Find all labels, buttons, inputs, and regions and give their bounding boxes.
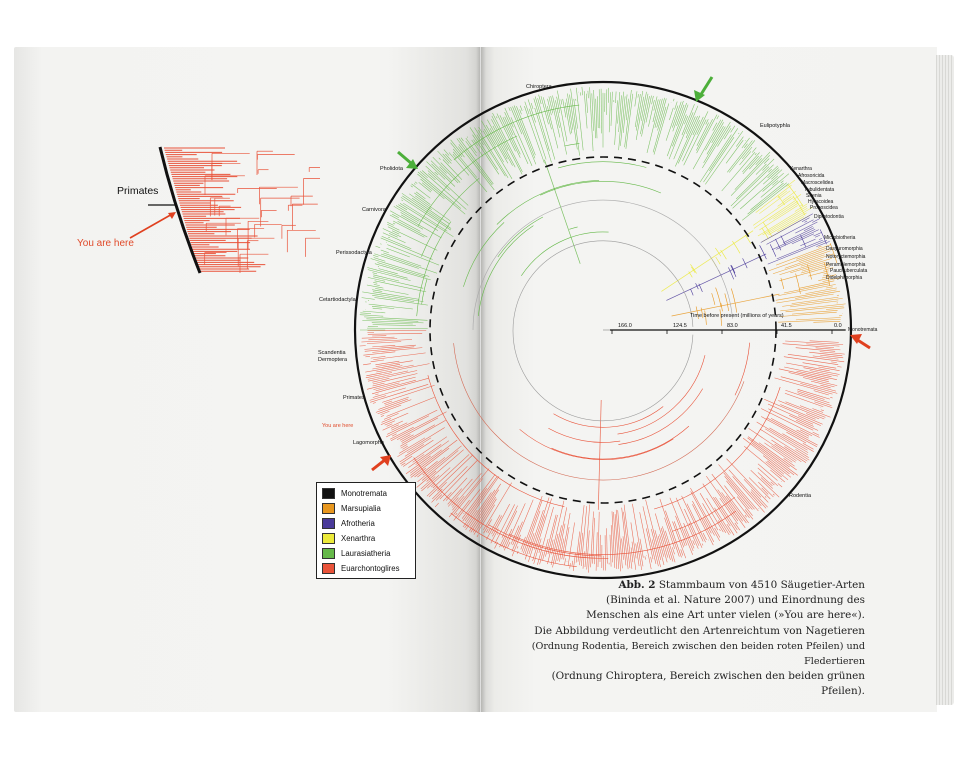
legend-label: Marsupialia: [341, 504, 381, 513]
label-perissodactyla: Perissodactyla: [336, 250, 372, 256]
caption-line-4: Die Abbildung verdeutlicht den Artenreic…: [534, 624, 865, 637]
caption-line-3: Menschen als eine Art unter vielen (»You…: [586, 609, 865, 622]
caption-line-1: Abb. 2 Stammbaum von 4510 Säugetier-Arte…: [509, 578, 865, 593]
label-cetartiodactyla: Cetartiodactyla: [319, 297, 356, 303]
label-you-are-here: You are here: [322, 423, 354, 429]
label-eulipotyphla: Eulipotyphla: [760, 123, 790, 129]
label-peramelemorphia: Peramelemorphia: [826, 262, 866, 268]
book-gutter: [476, 47, 486, 712]
axis-tick-2: 83.0: [727, 323, 738, 329]
green-arrow-top-icon: [694, 76, 714, 102]
axis-tick-3: 41.5: [781, 323, 792, 329]
legend-swatch: [322, 548, 335, 559]
circular-tree: [359, 86, 846, 573]
axis-tick-1: 124.5: [673, 323, 687, 329]
green-arrow-left-icon: [397, 150, 418, 169]
right-page: [481, 47, 937, 712]
legend-item: Laurasiatheria: [322, 546, 410, 561]
outer-ring: [353, 80, 853, 580]
label-rodentia: Rodentia: [789, 493, 812, 499]
label-scandentia: Scandentia: [318, 350, 346, 356]
red-arrow-left-icon: [371, 455, 391, 472]
legend-item: Monotremata: [322, 486, 410, 501]
legend-label: Xenarthra: [341, 534, 376, 543]
legend-swatch: [322, 563, 335, 574]
inset-outer-arc: [158, 146, 202, 274]
label-carnivora: Carnivora: [362, 207, 386, 213]
label-diprotodontia: Diprotodontia: [814, 214, 844, 220]
label-microbiotheria: Microbiotheria: [824, 235, 856, 241]
axis-tick-4: 0.0: [834, 323, 842, 329]
legend-swatch: [322, 518, 335, 529]
label-macroscelidea: Macroscelidea: [801, 180, 834, 186]
label-pholidota: Pholidota: [380, 166, 403, 172]
legend-label: Euarchontoglires: [341, 564, 400, 573]
label-paucituberculata: Paucituberculata: [830, 268, 868, 274]
left-page: [14, 47, 480, 712]
label-proboscidea: Proboscidea: [810, 205, 838, 211]
red-arrow-right-icon: [850, 334, 871, 350]
caption-line-5: (Ordnung Rodentia, Bereich zwischen den …: [531, 640, 865, 668]
legend-swatch: [322, 503, 335, 514]
time-axis: [610, 329, 845, 334]
label-sirenia: Sirenia: [806, 193, 822, 199]
label-didelphimorphia: Didelphimorphia: [826, 275, 863, 281]
figure-caption: Abb. 2 Stammbaum von 4510 Säugetier-Arte…: [509, 578, 865, 700]
page-edge: [936, 55, 954, 705]
legend-swatch: [322, 488, 335, 499]
label-lagomorpha: Lagomorpha: [353, 440, 384, 446]
label-dasyuromorphia: Dasyuromorphia: [826, 246, 863, 252]
label-xenarthra: Xenarthra: [790, 166, 812, 172]
axis-tick-0: 166.0: [618, 323, 632, 329]
legend-item: Euarchontoglires: [322, 561, 410, 576]
legend-label: Monotremata: [341, 489, 387, 498]
label-afrosoricida: Afrosoricida: [798, 173, 825, 179]
legend-item: Xenarthra: [322, 531, 410, 546]
legend-label: Laurasiatheria: [341, 549, 391, 558]
legend-label: Afrotheria: [341, 519, 375, 528]
caption-line-2: (Bininda et al. Nature 2007) und Einordn…: [606, 594, 865, 607]
legend-item: Marsupialia: [322, 501, 410, 516]
caption-lead: Abb. 2: [618, 579, 656, 591]
axis-title: Time before present (millions of years): [690, 313, 784, 319]
primates-inset: [164, 147, 320, 273]
label-chiroptera: Chiroptera: [526, 84, 552, 90]
label-hyracoidea: Hyracoidea: [808, 199, 834, 205]
caption-text: Stammbaum von 4510 Säugetier-Arten: [658, 579, 865, 591]
inset-primates-label: Primates: [117, 185, 159, 197]
label-dermoptera: Dermoptera: [318, 357, 348, 363]
clade-legend: Monotremata Marsupialia Afrotheria Xenar…: [316, 482, 416, 579]
legend-item: Afrotheria: [322, 516, 410, 531]
label-monotremata: Monotremata: [848, 327, 878, 333]
legend-swatch: [322, 533, 335, 544]
caption-line-6: (Ordnung Chiroptera, Bereich zwischen de…: [551, 670, 865, 698]
label-notoryctemorphia: Notoryctemorphia: [826, 254, 866, 260]
label-primates: Primates: [343, 395, 365, 401]
label-tubulidentata: Tubulidentata: [804, 187, 835, 193]
inset-you-are-here-label: You are here: [77, 238, 134, 249]
inset-pointer-arrowhead: [168, 212, 176, 219]
inset-pointer-line: [129, 212, 175, 239]
